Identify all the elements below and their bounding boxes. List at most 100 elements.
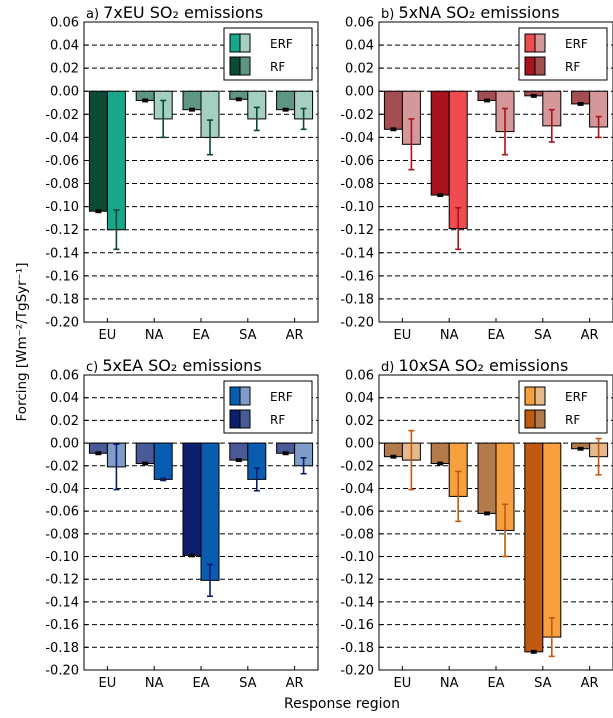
legend: ERF RF — [223, 380, 313, 434]
y-tick-label: -0.02 — [340, 108, 374, 123]
legend-swatch-light — [534, 386, 546, 406]
y-tick-label: -0.20 — [340, 316, 374, 331]
legend-swatch-dark — [229, 409, 241, 429]
y-tick-label: -0.02 — [45, 108, 79, 123]
errorbar-rf-eu — [95, 451, 102, 456]
x-tick-label: EA — [192, 676, 209, 691]
errorbar-rf-ar — [577, 101, 584, 106]
errorbar-rf-na — [437, 461, 444, 466]
errorbar-rf-ar — [282, 107, 289, 112]
x-tick-label: SA — [534, 328, 551, 343]
x-tick-label: SA — [239, 328, 256, 343]
legend-swatch-light — [239, 56, 251, 76]
y-tick-label: -0.06 — [45, 505, 79, 520]
y-tick-label: -0.04 — [45, 482, 79, 497]
bar-erf-ea — [200, 442, 220, 581]
x-tick-label: EU — [394, 676, 412, 691]
errorbar-erf-sa — [253, 106, 260, 132]
bar-rf-eu — [383, 90, 403, 130]
y-tick-label: -0.14 — [45, 595, 79, 610]
y-tick-label: -0.06 — [340, 505, 374, 520]
errorbar-rf-ea — [189, 553, 195, 558]
bar-rf-ar — [276, 90, 296, 111]
y-tick-label: -0.10 — [340, 200, 374, 215]
x-tick-label: NA — [440, 328, 459, 343]
errorbar-erf-sa — [253, 467, 260, 492]
legend: ERF RF — [518, 27, 608, 81]
errorbar-rf-eu — [95, 209, 102, 214]
y-tick-label: -0.04 — [340, 482, 374, 497]
plot-frame — [83, 374, 319, 671]
y-tick-label: -0.20 — [45, 316, 79, 331]
errorbar-erf-ar — [595, 115, 602, 139]
y-tick-label: -0.18 — [340, 292, 374, 307]
y-tick-label: -0.14 — [340, 595, 374, 610]
legend-label: RF — [565, 413, 580, 427]
y-tick-label: -0.08 — [340, 177, 374, 192]
y-tick-label: -0.14 — [45, 246, 79, 261]
y-tick-label: -0.16 — [45, 618, 79, 633]
bar-rf-sa — [229, 442, 249, 461]
panel-title: a) 7xEU SO₂ emissions — [86, 3, 263, 22]
y-tick-label: 0.04 — [50, 391, 79, 406]
panel-title: d) 10xSA SO₂ emissions — [381, 356, 568, 375]
errorbar-erf-eu — [113, 209, 120, 251]
panel-4: 0.06 0.04 0.02 0.00 -0.02 -0.04 -0.06 -0.08 -0.1… — [340, 356, 613, 691]
legend-swatch-light — [534, 409, 546, 429]
errorbar-erf-sa — [548, 617, 555, 658]
errorbar-rf-ea — [189, 107, 195, 112]
plot-frame — [378, 21, 613, 323]
x-tick-label: AR — [286, 328, 304, 343]
panel-2: 0.06 0.04 0.02 0.00 -0.02 -0.04 -0.06 -0.08 -0.1… — [340, 3, 613, 343]
y-tick-label: 0.06 — [50, 369, 79, 384]
y-tick-label: -0.08 — [45, 527, 79, 542]
x-tick-label: AR — [581, 676, 599, 691]
errorbar-erf-na — [160, 99, 167, 139]
plot-frame — [378, 374, 613, 671]
legend-label: RF — [565, 60, 580, 74]
legend: ERF RF — [223, 27, 313, 81]
y-tick-label: -0.10 — [45, 200, 79, 215]
y-tick-label: 0.06 — [345, 16, 374, 31]
x-tick-label: AR — [286, 676, 304, 691]
legend-swatch-dark — [229, 33, 241, 53]
x-tick-label: EA — [487, 328, 504, 343]
errorbar-erf-na — [160, 477, 167, 482]
y-tick-label: -0.06 — [340, 154, 374, 169]
y-axis-label: Forcing [Wm⁻²/TgSyr⁻¹] — [14, 263, 30, 422]
legend-swatch-dark — [524, 409, 536, 429]
x-tick-label: EA — [487, 676, 504, 691]
errorbar-erf-eu — [113, 443, 120, 491]
legend-swatch-dark — [524, 386, 536, 406]
y-tick-label: -0.04 — [45, 131, 79, 146]
y-tick-label: -0.18 — [340, 641, 374, 656]
x-tick-label: NA — [145, 328, 164, 343]
legend-label: ERF — [565, 37, 588, 51]
y-tick-label: 0.06 — [345, 369, 374, 384]
errorbar-erf-sa — [548, 108, 555, 143]
errorbar-erf-ar — [300, 457, 307, 475]
y-tick-label: 0.02 — [50, 414, 79, 429]
y-tick-label: 0.04 — [345, 391, 374, 406]
legend-label: ERF — [270, 390, 293, 404]
errorbar-erf-ar — [300, 107, 307, 131]
y-tick-label: -0.12 — [45, 573, 79, 588]
y-tick-label: 0.02 — [345, 62, 374, 77]
legend-swatch-light — [239, 33, 251, 53]
legend-swatch-dark — [524, 56, 536, 76]
errorbar-rf-eu — [390, 127, 397, 132]
bar-erf-eu — [106, 90, 126, 231]
legend-swatch-dark — [229, 56, 241, 76]
y-tick-label: -0.20 — [45, 664, 79, 679]
y-tick-label: 0.06 — [50, 16, 79, 31]
x-tick-label: NA — [145, 676, 164, 691]
errorbar-rf-ar — [282, 451, 289, 456]
errorbar-erf-ea — [502, 107, 508, 156]
bar-rf-eu — [88, 90, 108, 212]
x-tick-label: EU — [394, 328, 412, 343]
legend-label: RF — [270, 413, 285, 427]
bar-rf-na — [430, 90, 450, 196]
errorbar-erf-eu — [408, 118, 415, 171]
errorbar-rf-eu — [390, 454, 397, 459]
